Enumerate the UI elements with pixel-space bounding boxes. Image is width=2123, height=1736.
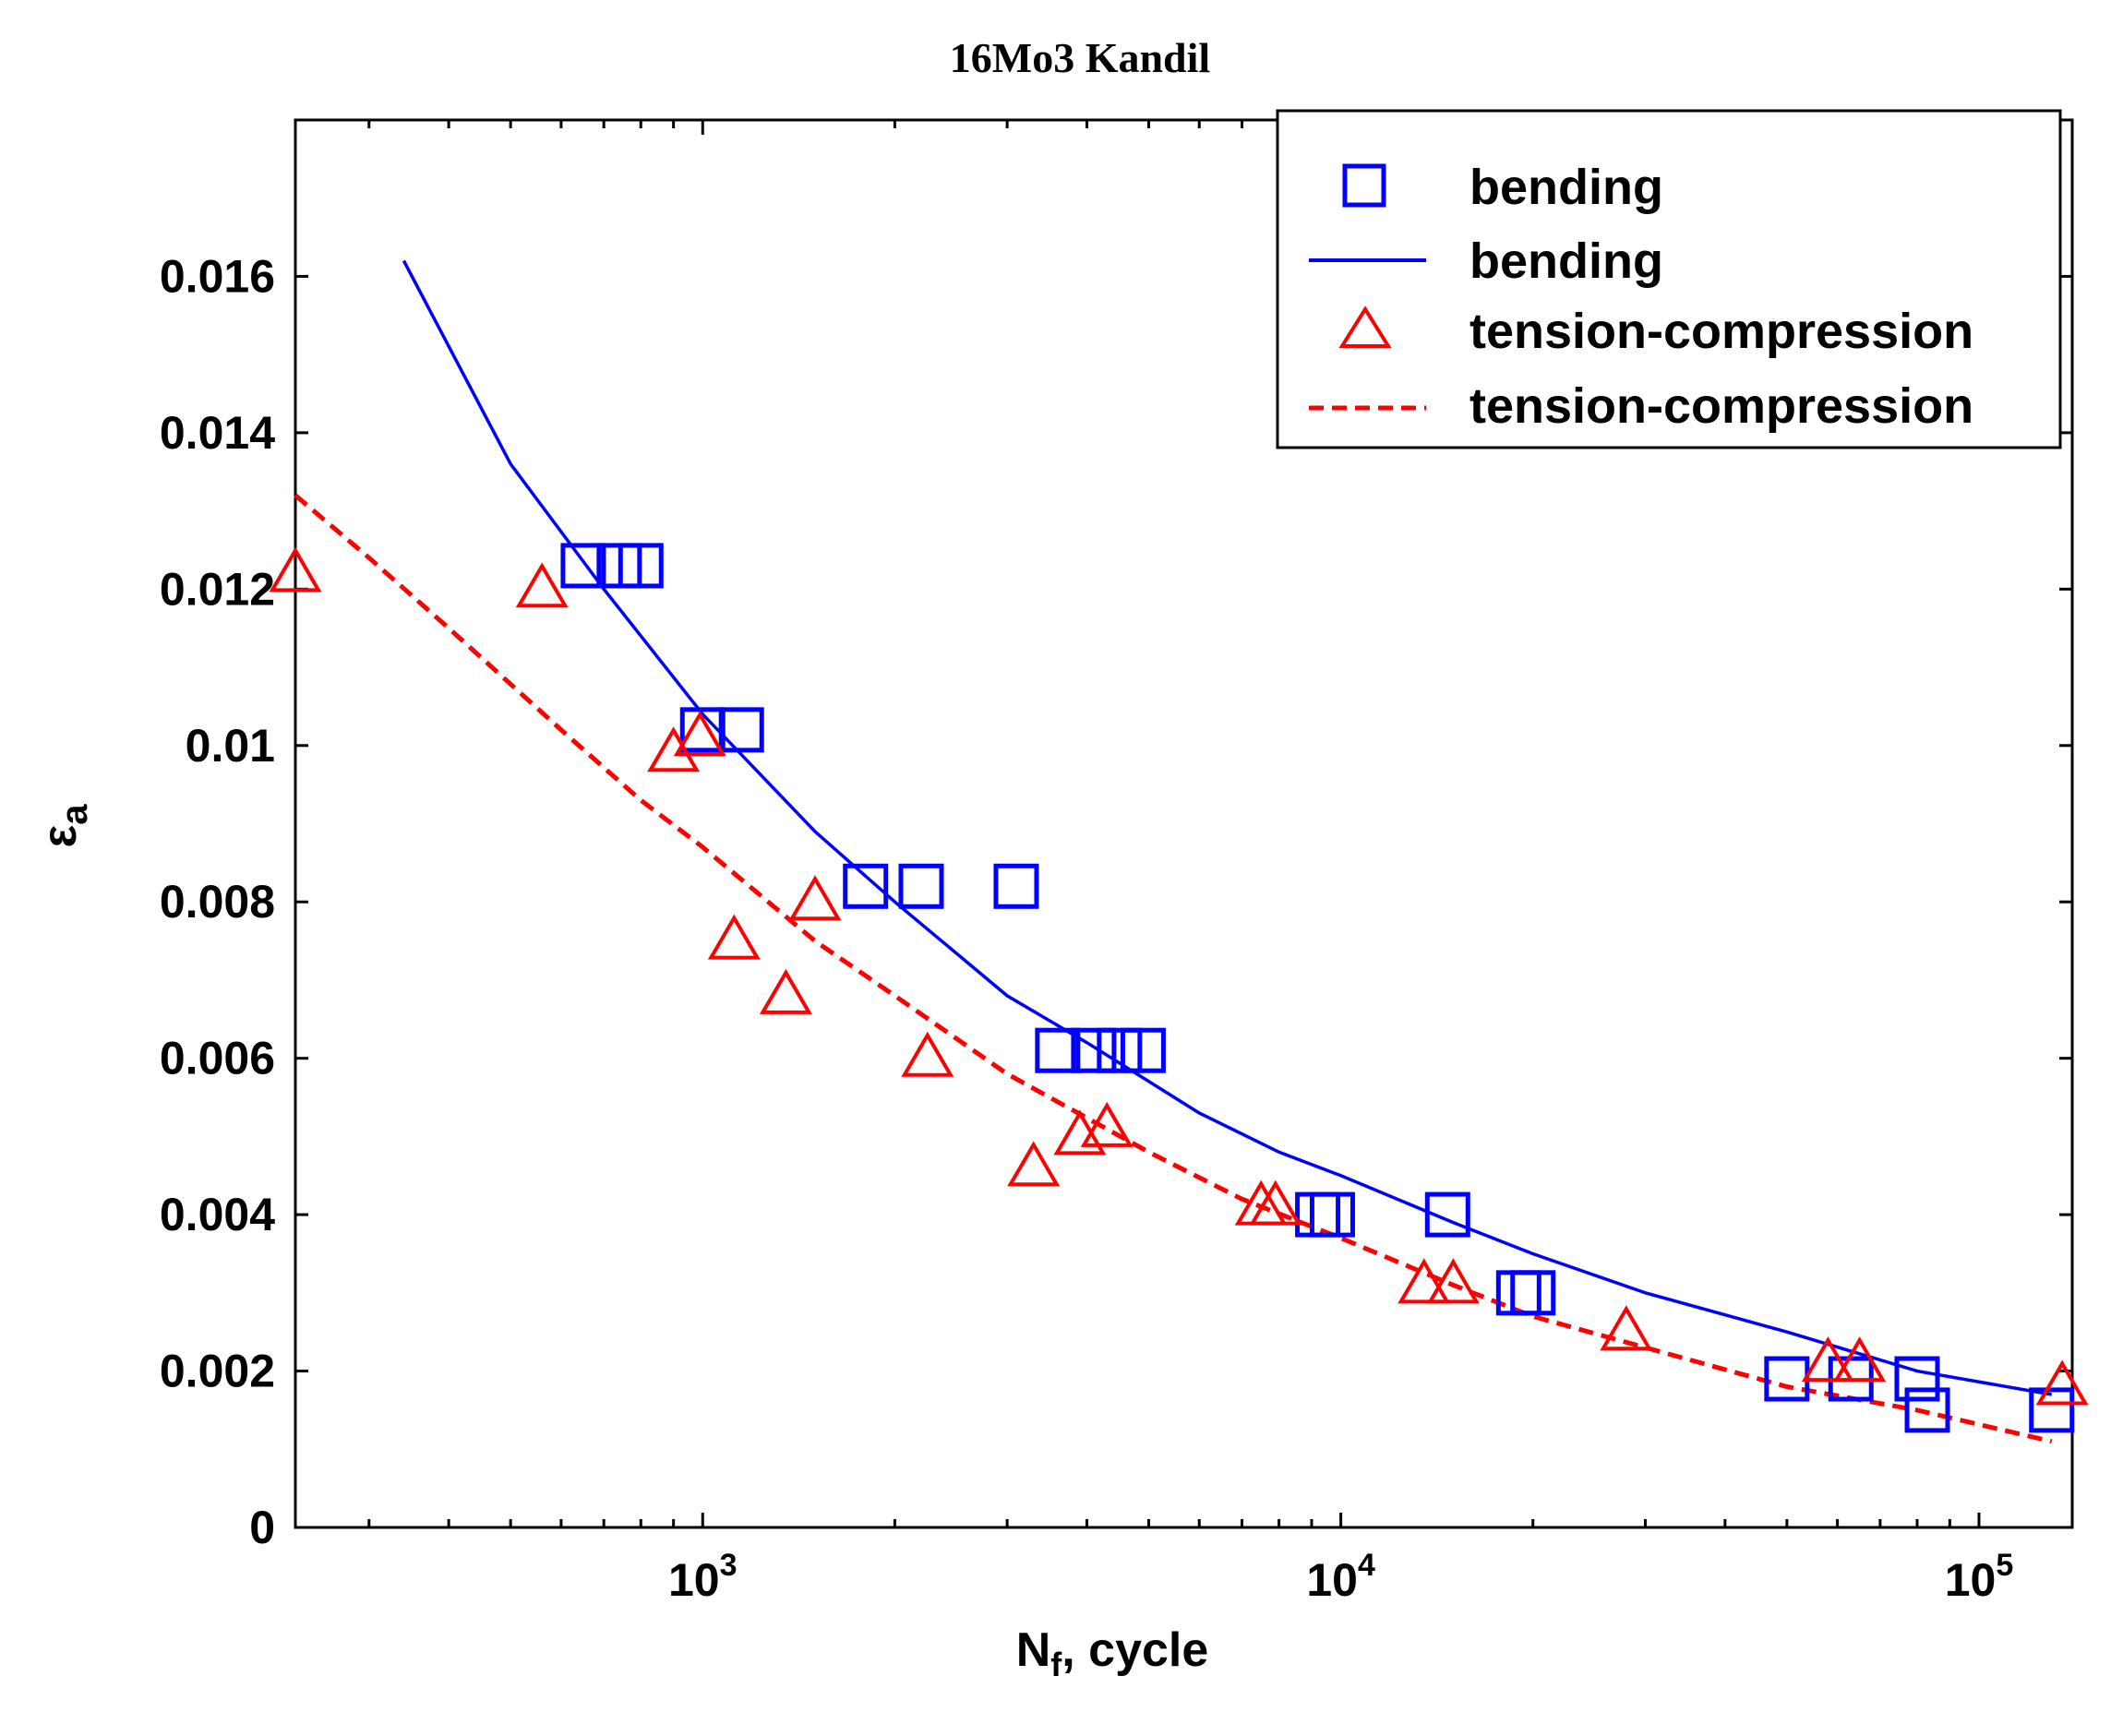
legend: bending bending tension-compression tens… [1276, 109, 2062, 449]
data-point-bending [1424, 1191, 1470, 1238]
y-tick-label: 0.002 [160, 1346, 275, 1397]
data-point-tension-compression [1397, 1258, 1451, 1304]
x-tick-label: 103 [668, 1548, 738, 1606]
data-point-bending [898, 863, 944, 909]
data-point-tension-compression [1007, 1141, 1061, 1187]
data-point-tension-compression [1801, 1336, 1854, 1383]
legend-marker-bending-square [1342, 163, 1386, 208]
data-point-tension-compression [1600, 1305, 1653, 1351]
data-point-tension-compression [1833, 1336, 1887, 1383]
data-point-bending [993, 863, 1039, 909]
legend-label-tension-line: tension-compression [1469, 378, 1973, 434]
legend-label-bending-line: bending [1469, 233, 1663, 289]
y-tick-labels: 0 0.002 0.004 0.006 0.008 0.01 0.012 0.014 0.016 [160, 250, 275, 1553]
data-point-bending [1035, 1027, 1081, 1073]
data-point-bending [1510, 1270, 1556, 1316]
y-tick-label: 0 [249, 1502, 275, 1553]
data-point-bending [843, 863, 889, 909]
data-point-bending [1309, 1191, 1355, 1238]
x-tick-label: 104 [1306, 1548, 1375, 1606]
x-axis-label: Nf, cycle [1016, 1623, 1209, 1683]
data-point-tension-compression [2035, 1359, 2089, 1406]
data-point-bending [1904, 1387, 1950, 1433]
data-point-bending [1120, 1027, 1166, 1073]
legend-box [1276, 109, 2062, 449]
data-point-bending [1097, 1027, 1143, 1073]
x-tick-label: 105 [1945, 1548, 2014, 1606]
series-line-bending [402, 259, 2053, 1396]
data-point-tension-compression [515, 562, 569, 608]
legend-label-tension-points: tension-compression [1469, 304, 1973, 359]
data-point-tension-compression [647, 726, 701, 772]
y-tick-label: 0.014 [160, 407, 275, 459]
data-point-tension-compression [1249, 1179, 1302, 1226]
data-point-bending [560, 543, 606, 589]
data-point-tension-compression [759, 968, 812, 1014]
data-point-bending [1894, 1356, 1940, 1402]
y-axis-label: εa [33, 804, 95, 848]
data-point-tension-compression [269, 546, 322, 593]
data-point-bending [618, 543, 664, 589]
data-point-tension-compression [707, 914, 761, 960]
series [269, 259, 2089, 1444]
data-point-bending [718, 707, 764, 753]
data-point-tension-compression [1426, 1258, 1480, 1304]
x-tick-labels: 103 104 105 [668, 1548, 2013, 1606]
y-tick-label: 0.004 [160, 1189, 275, 1240]
data-point-bending [2029, 1387, 2075, 1433]
data-point-tension-compression [1080, 1101, 1133, 1147]
y-tick-label: 0.006 [160, 1033, 275, 1084]
y-tick-label: 0.008 [160, 876, 275, 928]
y-tick-label: 0.012 [160, 563, 275, 615]
y-tick-label: 0.016 [160, 250, 275, 302]
y-tick-label: 0.01 [186, 720, 275, 772]
legend-label-bending-points: bending [1469, 160, 1663, 215]
data-point-tension-compression [901, 1031, 954, 1077]
data-point-tension-compression [673, 711, 726, 757]
data-point-tension-compression [788, 875, 842, 921]
data-point-bending [1071, 1027, 1117, 1073]
series-line-tension-compression [294, 493, 2053, 1444]
chart-title: 16Mo3 Kandil [950, 34, 1210, 81]
legend-marker-tension-triangle [1338, 305, 1392, 348]
